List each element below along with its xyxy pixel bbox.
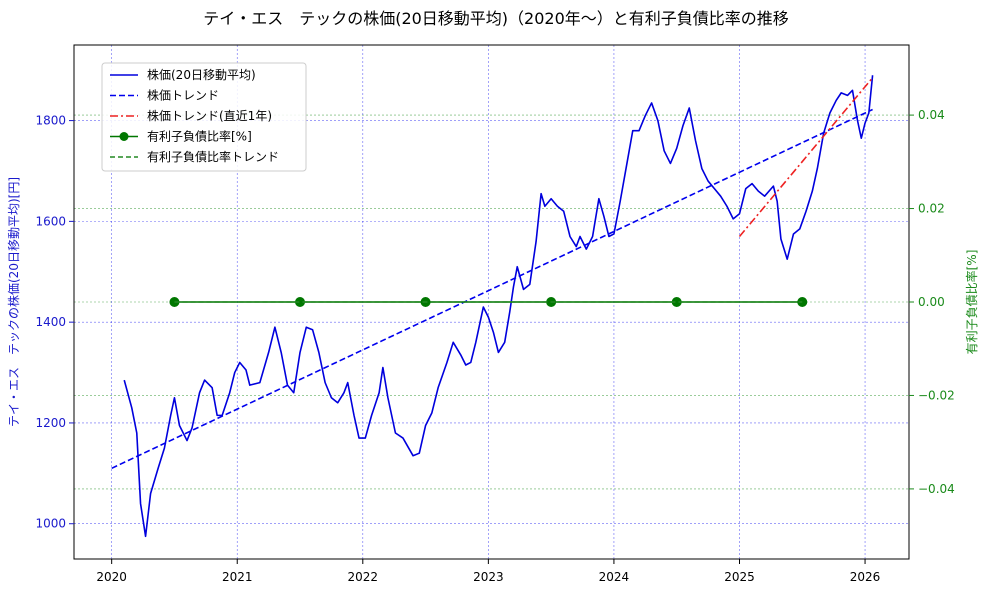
y-axis-right: −0.04 −0.02 0.00 0.02 0.04 (909, 108, 955, 496)
x-tick-label: 2023 (473, 570, 504, 584)
series-line (738, 77, 874, 238)
y-left-tick-label: 1800 (35, 114, 66, 128)
y-left-tick-label: 1200 (35, 416, 66, 430)
legend-marker (119, 132, 129, 141)
legend-label: 株価トレンド (147, 88, 219, 103)
chart-title: テイ・エス テックの株価(20日移動平均)（2020年〜）と有利子負債比率の推移 (203, 9, 789, 28)
series-line (123, 75, 874, 538)
x-axis: 2020 2021 2022 2023 2024 2025 2026 (96, 559, 880, 584)
x-tick-label: 2022 (348, 570, 379, 584)
x-tick-label: 2024 (599, 570, 630, 584)
y-left-tick-label: 1000 (35, 517, 66, 531)
x-tick-label: 2021 (222, 570, 253, 584)
legend-label: 有利子負債比率トレンド (147, 149, 279, 164)
legend-box (101, 62, 307, 172)
debt-ratio-marker (797, 297, 808, 307)
y-right-tick-label: 0.04 (918, 108, 945, 122)
legend-label: 有利子負債比率[%] (147, 129, 252, 144)
series-layer (111, 75, 874, 538)
series-line (111, 108, 873, 470)
x-tick-label: 2020 (96, 570, 127, 584)
x-tick-label: 2025 (724, 570, 755, 584)
y-left-tick-label: 1400 (35, 315, 66, 329)
x-tick-label: 2026 (850, 570, 881, 584)
legend-label: 株価(20日移動平均) (147, 67, 256, 82)
grid-left (74, 120, 909, 525)
y-right-tick-label: −0.02 (918, 388, 955, 402)
y-right-tick-label: 0.00 (918, 295, 945, 309)
y-axis-left: 1000 1200 1400 1600 1800 (35, 114, 74, 531)
legend-label: 株価トレンド(直近1年) (147, 108, 272, 123)
y-left-tick-label: 1600 (35, 214, 66, 228)
y-axis-right-label: 有利子負債比率[%] (964, 250, 979, 355)
y-right-tick-label: 0.02 (918, 202, 945, 216)
y-right-tick-label: −0.04 (918, 482, 955, 496)
y-axis-left-label: テイ・エス テックの株価(20日移動平均)[円] (6, 177, 21, 427)
